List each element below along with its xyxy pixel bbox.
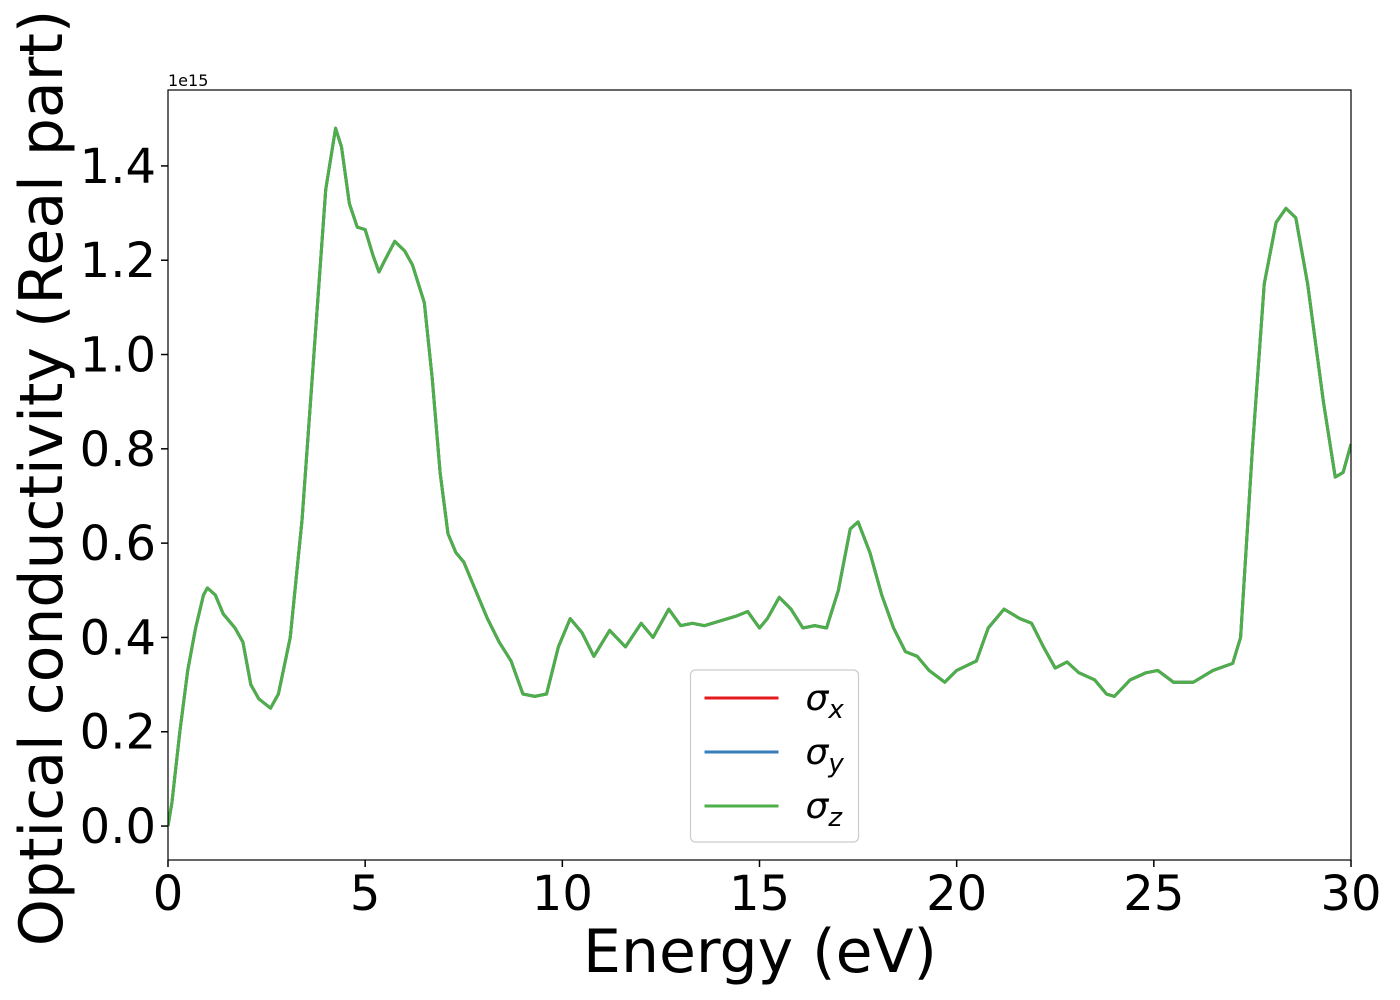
y-tick-label: 1.2 — [80, 233, 156, 289]
y-tick-label: 1.4 — [80, 139, 156, 195]
y-tick-label: 0.2 — [80, 705, 156, 761]
x-tick-label: 5 — [350, 866, 381, 922]
legend-label: σx — [806, 678, 845, 725]
y-tick-label: 0.6 — [80, 516, 156, 572]
legend-box — [689, 669, 860, 843]
x-tick-label: 15 — [729, 866, 790, 922]
y-axis-label: Optical conductivity (Real part) — [7, 10, 77, 947]
y-tick-label: 0.0 — [80, 799, 156, 855]
series-line — [168, 126, 1351, 827]
plot-frame — [167, 89, 1352, 861]
legend-label: σy — [806, 732, 845, 779]
x-tick-label: 20 — [926, 866, 987, 922]
legend-label: σz — [806, 786, 844, 833]
y-offset-label: 1e15 — [168, 71, 208, 90]
x-tick-label: 30 — [1320, 866, 1381, 922]
x-axis-label: Energy (eV) — [583, 917, 937, 987]
x-tick-label: 0 — [153, 866, 184, 922]
y-tick-label: 0.8 — [80, 422, 156, 478]
y-tick-label: 0.4 — [80, 610, 156, 666]
x-tick-label: 10 — [532, 866, 593, 922]
y-tick-label: 1.0 — [80, 328, 156, 384]
x-tick-label: 25 — [1123, 866, 1184, 922]
